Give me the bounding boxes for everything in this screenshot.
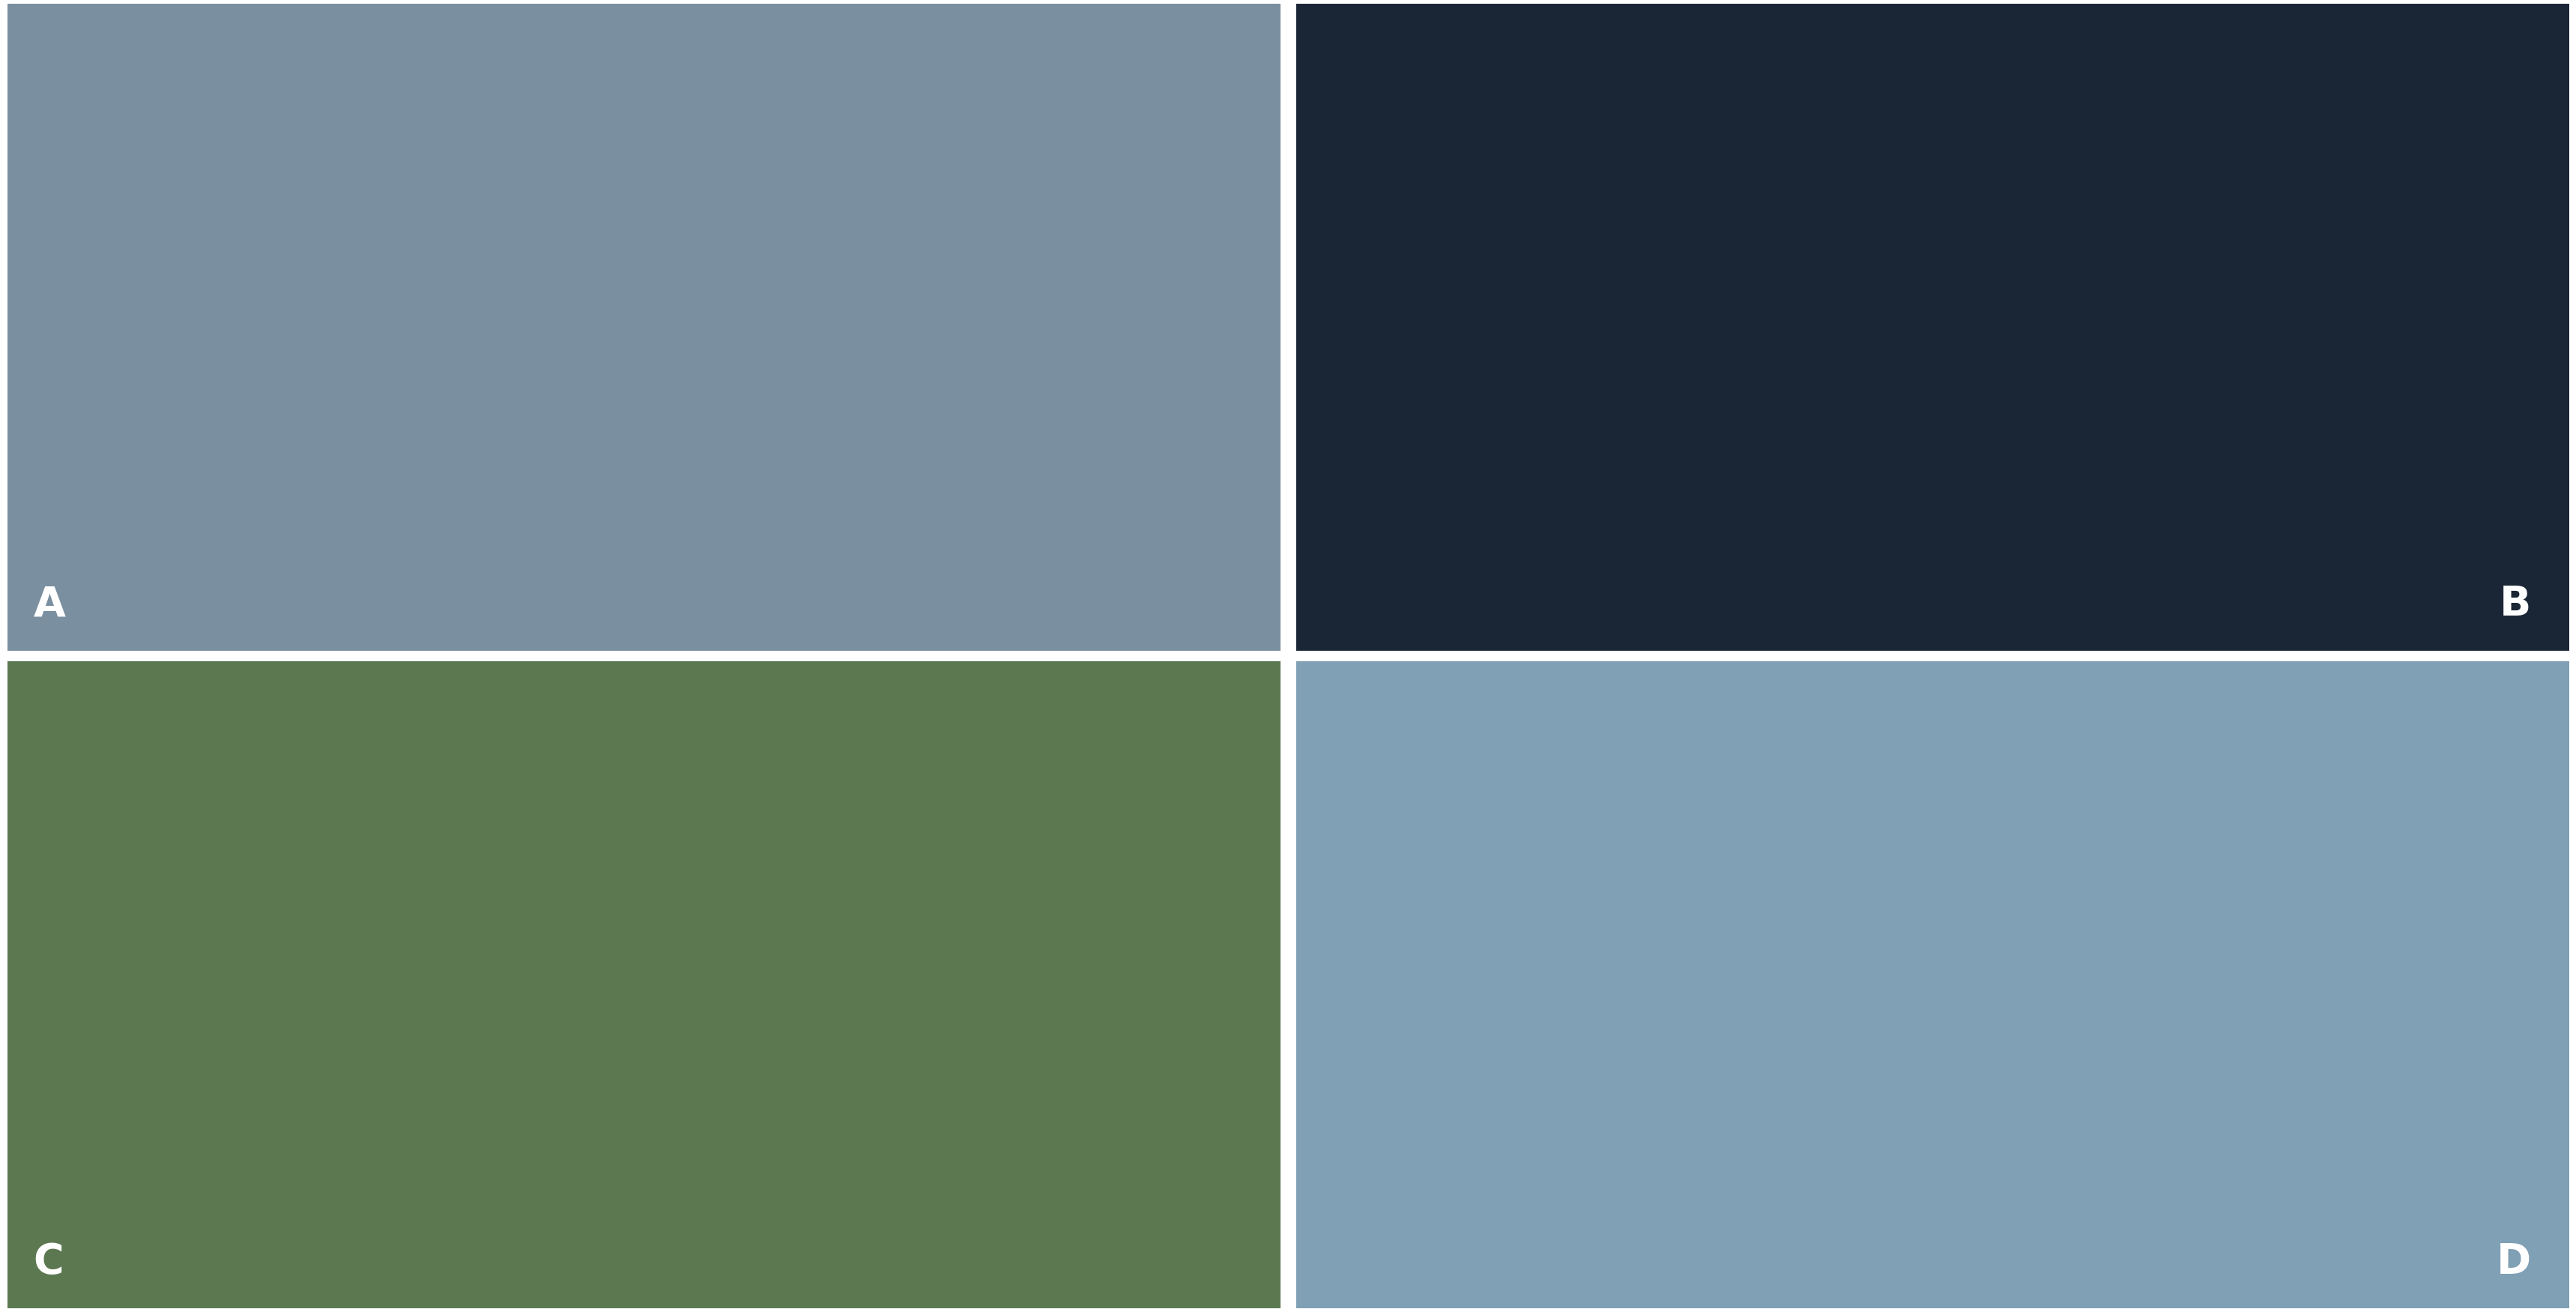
Text: A: A: [33, 584, 64, 625]
Text: B: B: [2499, 584, 2530, 625]
Text: D: D: [2496, 1241, 2530, 1282]
Text: C: C: [33, 1241, 64, 1282]
